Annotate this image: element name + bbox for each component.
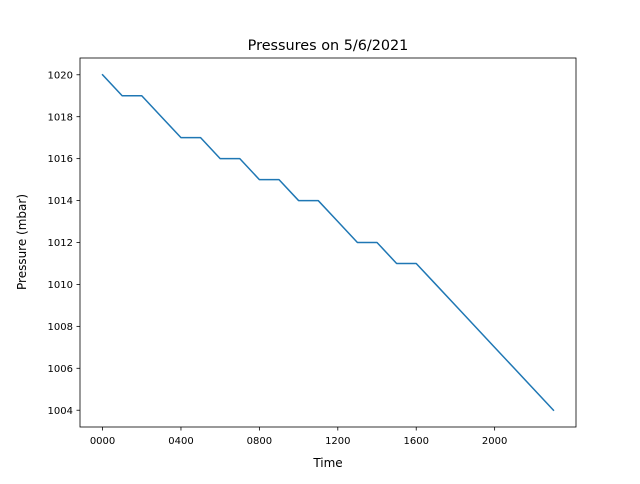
x-tick-label: 0400	[168, 436, 193, 447]
x-axis-label: Time	[312, 456, 342, 470]
y-tick-label: 1008	[48, 322, 73, 333]
y-tick-label: 1020	[48, 70, 73, 81]
y-tick-label: 1010	[48, 280, 73, 291]
y-tick-label: 1012	[48, 238, 73, 249]
x-tick-label: 1200	[325, 436, 350, 447]
y-tick-label: 1018	[48, 112, 73, 123]
chart-title: Pressures on 5/6/2021	[248, 38, 409, 54]
y-tick-label: 1016	[48, 154, 73, 165]
plot-area: 0000 0400 0800 1200 1600 2000 1004 1006 1008 1010…	[48, 57, 577, 447]
pressure-series-line	[101, 73, 555, 412]
y-tick-label: 1004	[48, 406, 73, 417]
x-tick-label: 0800	[247, 436, 272, 447]
x-tick-label: 0000	[90, 436, 115, 447]
y-tick-label: 1014	[48, 196, 73, 207]
x-tick-label: 2000	[482, 436, 507, 447]
y-tick-label: 1006	[48, 364, 73, 375]
x-tick-label: 1600	[403, 436, 428, 447]
y-axis-label: Pressure (mbar)	[15, 194, 29, 290]
